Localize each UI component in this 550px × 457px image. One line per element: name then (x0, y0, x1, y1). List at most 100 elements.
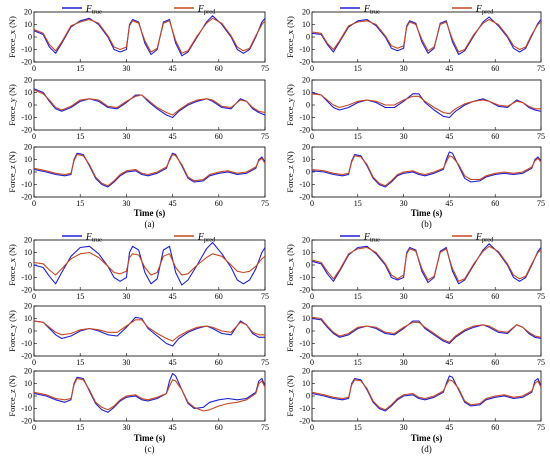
x-tick-label: 45 (169, 292, 177, 301)
y-tick-label: 0 (306, 33, 310, 42)
x-tick-label: 0 (32, 199, 36, 208)
series-line-f-pred (311, 93, 541, 115)
x-tick-label: 75 (261, 292, 269, 301)
legend-label-subscript: pred (482, 237, 494, 244)
legend-label-subscript: true (92, 237, 102, 244)
series-line-f-pred (311, 245, 542, 282)
x-tick-label: 30 (122, 64, 130, 73)
y-axis-label: Force_y (N) (7, 84, 17, 126)
y-axis-label: Force_y (N) (285, 84, 295, 126)
panel-label: (c) (145, 444, 155, 454)
y-axis-label: Force_z (N) (285, 151, 295, 192)
legend-label: Ftrue (85, 5, 102, 16)
x-tick-label: 0 (32, 292, 36, 301)
y-tick-label: 20 (302, 302, 310, 311)
series-line-f-pred (311, 379, 542, 411)
x-tick-label: 15 (76, 423, 84, 432)
series-line-f-pred (311, 18, 542, 53)
y-tick-label: 20 (302, 76, 310, 85)
x-tick-label: 60 (491, 423, 499, 432)
x-tick-label: 15 (354, 423, 362, 432)
y-tick-label: -10 (299, 404, 310, 413)
y-tick-label: 20 (302, 367, 310, 376)
subplot-4-1: -20 -10 0 10 20 0 15 30 45 60 75 Force_x (N) (285, 236, 545, 301)
x-tick-label: 30 (400, 292, 408, 301)
y-tick-label: 10 (302, 314, 310, 323)
x-tick-label: 30 (122, 423, 130, 432)
subplot-2-1: -20 -10 0 10 20 0 15 30 45 60 75 Force_x (N) (285, 8, 545, 73)
series-line-f-true (33, 316, 265, 347)
y-tick-label: 10 (302, 20, 310, 29)
x-tick-label: 60 (215, 132, 223, 141)
y-tick-label: 10 (302, 155, 310, 164)
legend-label-subscript: true (370, 237, 380, 244)
x-axis-label: Time (s) (134, 208, 166, 218)
series-line-f-true (33, 152, 266, 188)
y-axis-label: Force_z (N) (7, 151, 17, 192)
panel-label: (d) (421, 444, 432, 454)
legend-label: Ftrue (363, 233, 380, 244)
series-line-f-true (311, 317, 542, 345)
series-line-f-pred (33, 319, 265, 342)
x-tick-label: 0 (310, 423, 314, 432)
y-tick-label: 10 (302, 379, 310, 388)
subplot-4-3: -20 -10 0 10 20 0 15 30 45 60 75 Force_z (N) (285, 367, 545, 432)
axes-frame (311, 239, 542, 291)
x-tick-label: 30 (400, 423, 408, 432)
axes-frame (311, 370, 542, 422)
x-tick-label: 45 (169, 358, 177, 367)
y-axis-label: Force_y (N) (285, 310, 295, 352)
y-tick-label: -10 (21, 45, 32, 54)
x-axis-label: Time (s) (411, 208, 443, 218)
x-tick-label: 45 (169, 423, 177, 432)
panel-label: (a) (145, 219, 155, 229)
y-tick-label: 10 (24, 314, 32, 323)
x-tick-label: 30 (400, 132, 408, 141)
y-tick-label: 10 (302, 248, 310, 257)
x-tick-label: 15 (354, 292, 362, 301)
y-tick-label: -10 (299, 339, 310, 348)
x-tick-label: 60 (491, 358, 499, 367)
x-tick-label: 30 (122, 132, 130, 141)
subplot-1-2: -20 -10 0 10 20 0 15 30 45 60 75 Force_y (N) (7, 76, 269, 141)
series-line-f-pred (33, 17, 266, 54)
y-tick-label: 20 (24, 76, 32, 85)
x-tick-label: 45 (169, 64, 177, 73)
x-tick-label: 15 (76, 132, 84, 141)
y-tick-label: -10 (21, 273, 32, 282)
series-line-f-pred (33, 251, 266, 276)
y-tick-label: 0 (306, 168, 310, 177)
y-tick-label: 10 (24, 88, 32, 97)
y-tick-label: -20 (21, 417, 32, 426)
y-tick-label: -10 (21, 339, 32, 348)
x-tick-label: 75 (261, 199, 269, 208)
x-tick-label: 60 (491, 64, 499, 73)
y-tick-label: -20 (299, 193, 310, 202)
y-tick-label: 0 (28, 261, 32, 270)
y-tick-label: -10 (21, 113, 32, 122)
x-tick-label: 60 (491, 132, 499, 141)
x-tick-label: 75 (537, 199, 545, 208)
y-tick-label: 0 (306, 261, 310, 270)
y-tick-label: 0 (28, 392, 32, 401)
legend-label: Fpred (475, 5, 494, 16)
x-tick-label: 15 (354, 358, 362, 367)
y-tick-label: -20 (21, 126, 32, 135)
y-tick-label: 0 (28, 327, 32, 336)
x-tick-label: 0 (310, 358, 314, 367)
axes-frame (33, 79, 266, 131)
x-tick-label: 15 (76, 199, 84, 208)
axes-frame (311, 305, 542, 357)
x-tick-label: 15 (76, 292, 84, 301)
series-line-f-pred (33, 89, 266, 116)
axes-frame (311, 79, 542, 131)
axes-frame (33, 11, 266, 63)
legend-label-subscript: pred (482, 9, 494, 16)
x-tick-label: 0 (310, 199, 314, 208)
legend-label: Fpred (197, 5, 216, 16)
y-axis-label: Force_z (N) (285, 375, 295, 416)
y-tick-label: -10 (299, 45, 310, 54)
